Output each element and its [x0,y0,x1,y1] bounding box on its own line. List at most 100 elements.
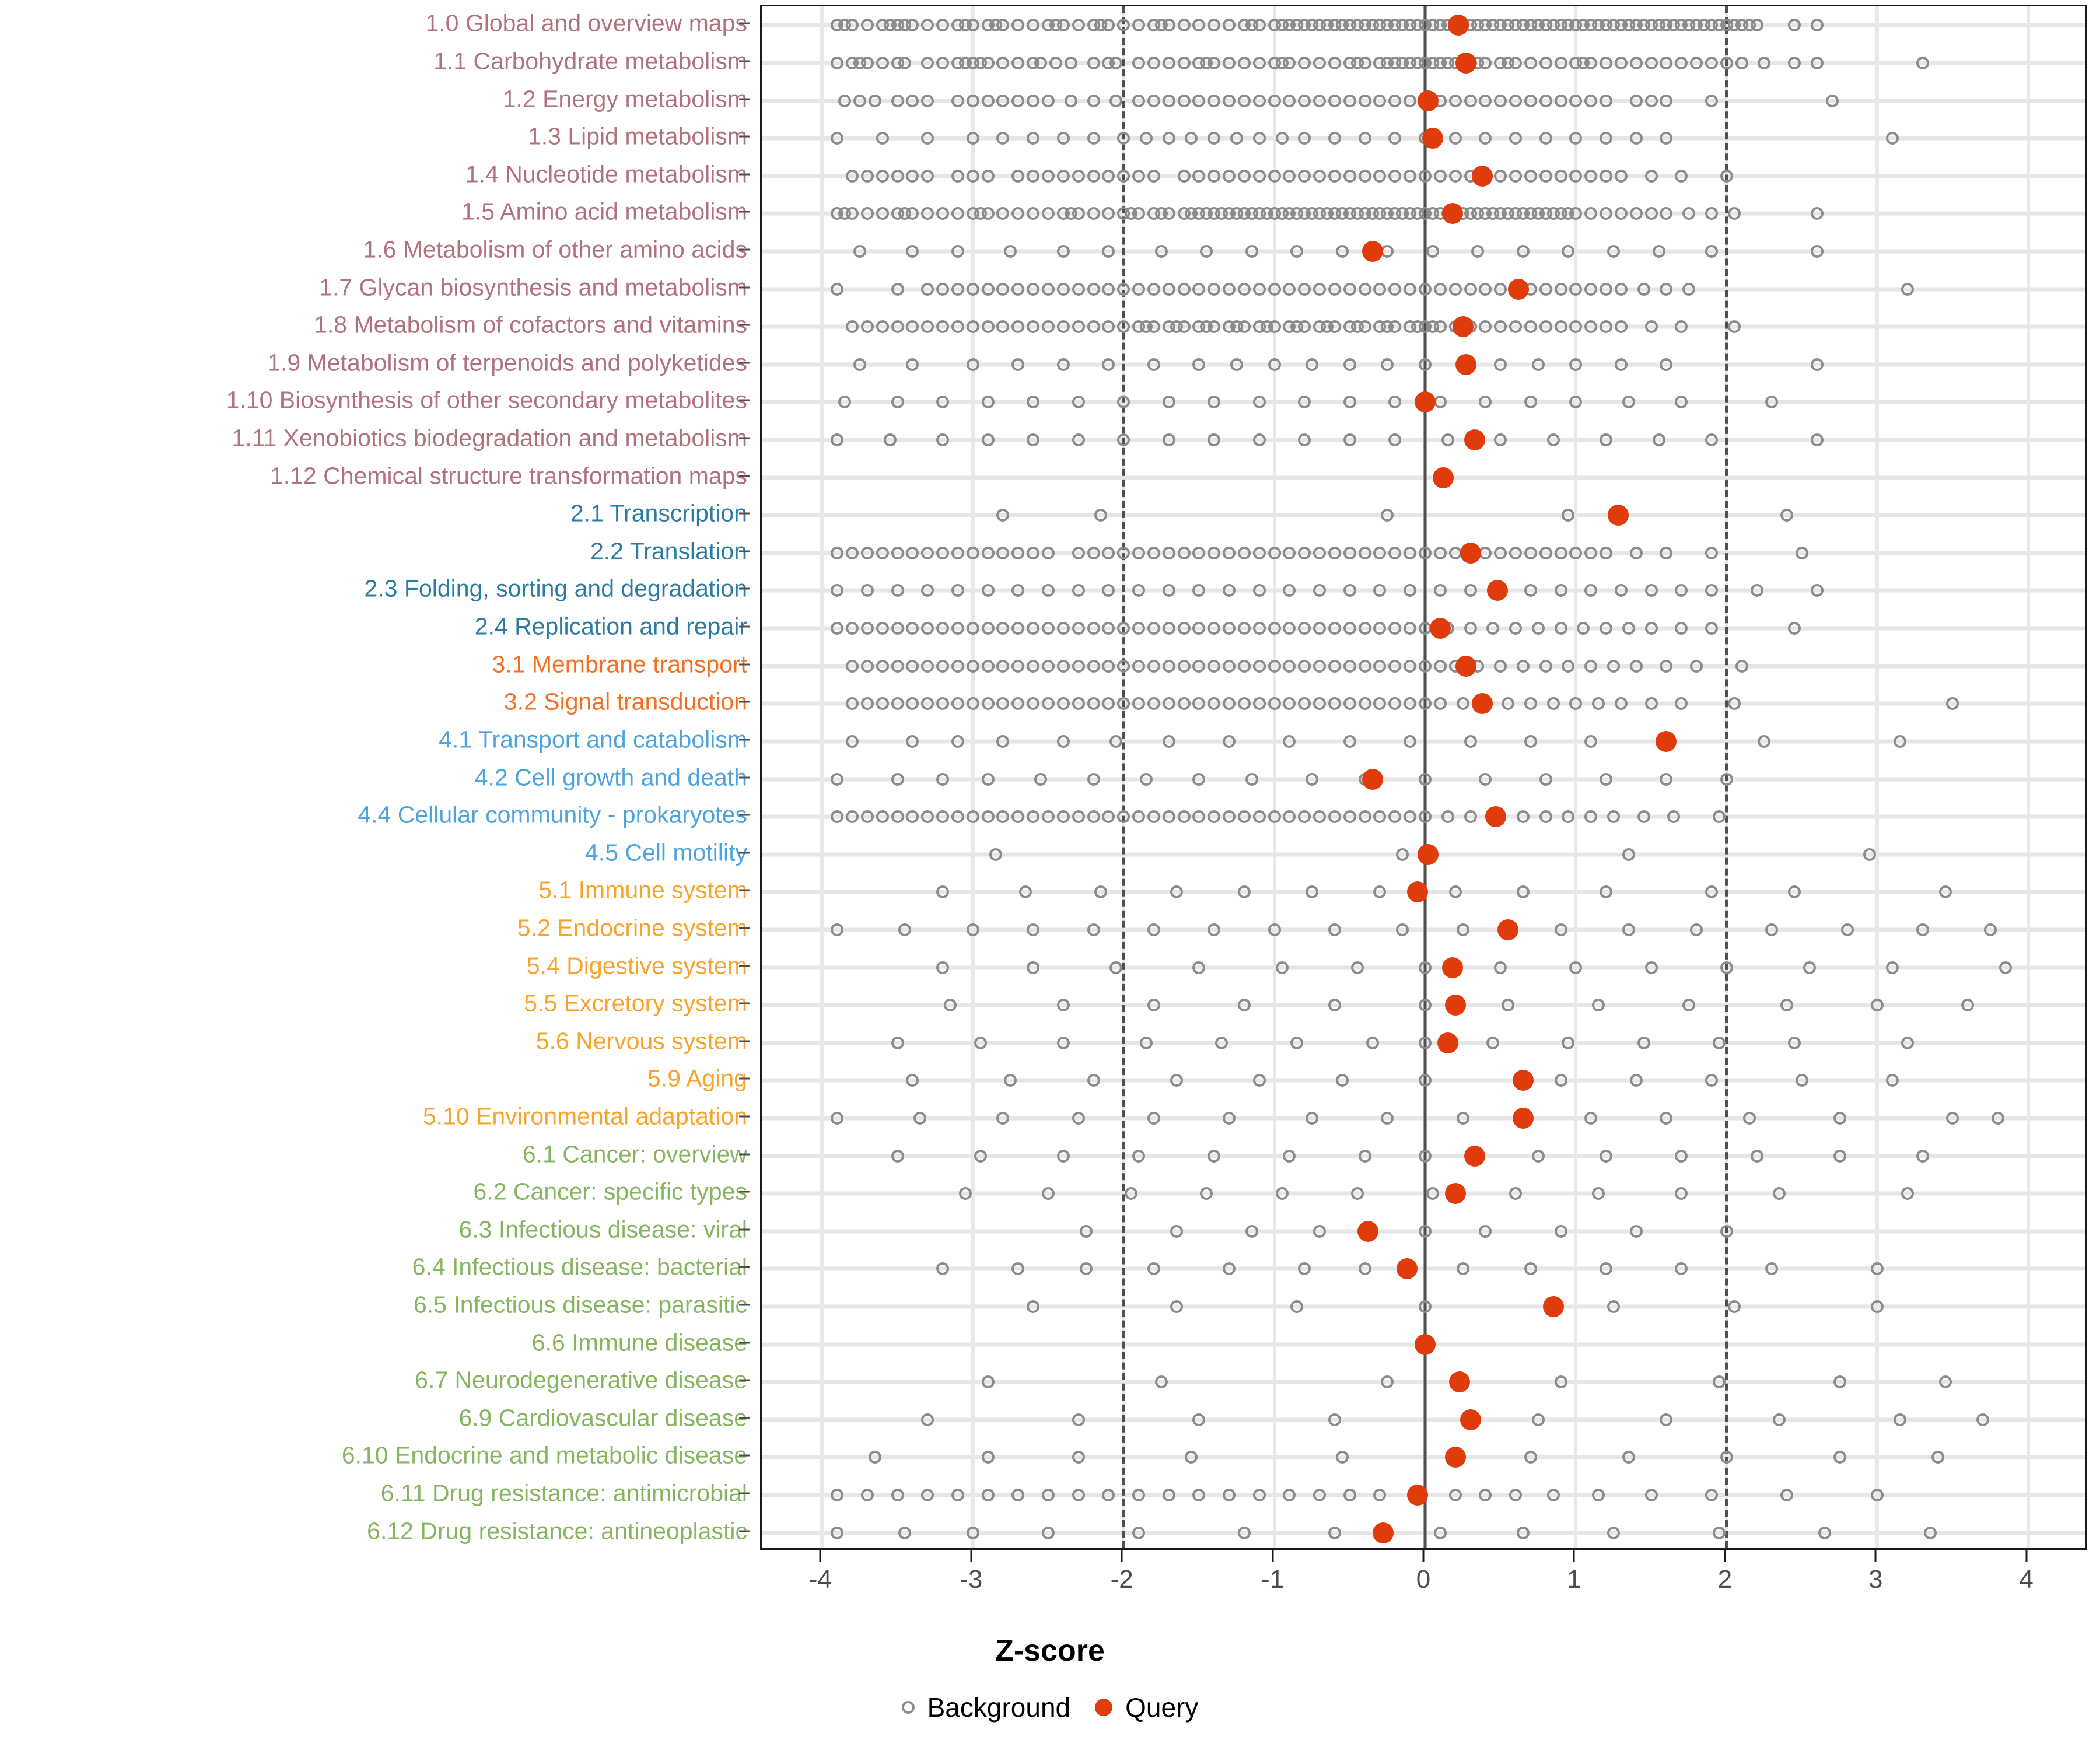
query-point[interactable] [1441,203,1463,225]
query-point[interactable] [1422,128,1443,149]
background-point [1562,244,1575,258]
background-point [1486,1036,1500,1049]
background-point [1087,320,1100,334]
y-axis-tick [739,1379,750,1381]
background-point [1562,659,1575,673]
background-point [1072,320,1085,334]
query-point[interactable] [1455,354,1476,375]
background-point [1456,923,1469,936]
query-point[interactable] [1372,1522,1394,1544]
background-point [1223,1489,1236,1502]
y-axis-tick [739,550,750,552]
y-axis-label: 4.1 Transport and catabolism [439,726,747,753]
background-point [1027,923,1040,936]
background-point [1682,999,1696,1012]
background-point [1600,886,1613,899]
background-point [1373,697,1387,710]
background-point [1946,1111,1959,1125]
query-point[interactable] [1418,90,1439,111]
y-axis-label: 3.1 Membrane transport [492,650,747,678]
x-axis-tick-label: -2 [1110,1565,1133,1594]
background-point [936,772,950,786]
y-axis-label: 2.4 Replication and repair [474,612,747,640]
background-point [1147,810,1160,824]
query-point[interactable] [1418,844,1439,865]
query-point[interactable] [1472,165,1493,187]
y-axis-tick [739,22,750,24]
query-point[interactable] [1449,1371,1471,1393]
x-axis-tick [1573,1550,1575,1562]
background-point [1223,1111,1236,1125]
background-point [1637,810,1650,824]
query-point[interactable] [1415,1334,1436,1355]
query-point[interactable] [1452,316,1474,338]
query-point[interactable] [1485,806,1507,828]
x-axis-tick-label: 1 [1567,1565,1581,1594]
background-point [1622,848,1635,861]
query-point[interactable] [1396,1258,1418,1280]
background-point [981,396,995,409]
legend-item-query[interactable]: Query [1095,1692,1198,1723]
query-point[interactable] [1542,1296,1564,1318]
background-point [860,169,874,183]
background-point [1704,207,1718,220]
background-point [1072,622,1085,635]
query-point[interactable] [1437,1032,1458,1054]
background-point [1373,94,1387,107]
background-point [1644,697,1658,710]
background-point [1509,622,1522,635]
background-point [1735,659,1748,673]
background-point [1479,132,1492,145]
query-point[interactable] [1444,1183,1466,1205]
background-point [981,56,995,69]
background-point [1479,772,1492,786]
query-point[interactable] [1441,957,1463,978]
query-point[interactable] [1433,467,1454,488]
background-point [891,546,904,559]
query-point[interactable] [1407,881,1429,903]
query-point[interactable] [1444,1447,1466,1468]
query-point[interactable] [1444,995,1466,1016]
legend-item-background[interactable]: Background [901,1692,1070,1723]
background-point [1404,169,1417,183]
background-point [981,320,995,334]
background-point [1223,19,1236,32]
background-point [1012,358,1025,371]
background-point [1335,1451,1349,1464]
y-axis-label: 1.8 Metabolism of cofactors and vitamins [314,311,747,338]
query-point[interactable] [1607,505,1629,526]
query-point[interactable] [1472,693,1493,715]
query-point[interactable] [1464,1145,1486,1167]
background-point [1012,19,1025,32]
query-point[interactable] [1508,278,1530,300]
background-point [1712,1036,1726,1049]
query-point[interactable] [1407,1485,1429,1506]
background-point [1328,282,1341,296]
query-point[interactable] [1497,919,1519,940]
background-point [1509,94,1522,107]
background-point [1343,622,1356,635]
query-point[interactable] [1460,1409,1481,1430]
background-point [1268,546,1281,559]
query-point[interactable] [1362,240,1383,262]
background-point [1056,659,1070,673]
query-point[interactable] [1455,655,1476,677]
query-point[interactable] [1656,730,1677,752]
background-point [1027,207,1040,220]
query-point[interactable] [1362,768,1383,790]
background-point [1328,320,1341,334]
query-point[interactable] [1512,1070,1534,1091]
query-point[interactable] [1455,52,1476,74]
query-point[interactable] [1415,391,1436,413]
background-point [1373,282,1387,296]
query-point[interactable] [1464,429,1486,450]
query-point[interactable] [1429,618,1451,639]
query-point[interactable] [1460,542,1481,564]
query-point[interactable] [1512,1107,1534,1129]
background-point [1041,1526,1055,1539]
query-point[interactable] [1447,15,1469,36]
background-point [1516,886,1530,899]
query-point[interactable] [1487,580,1508,601]
background-point [1448,282,1462,296]
query-point[interactable] [1357,1220,1378,1242]
